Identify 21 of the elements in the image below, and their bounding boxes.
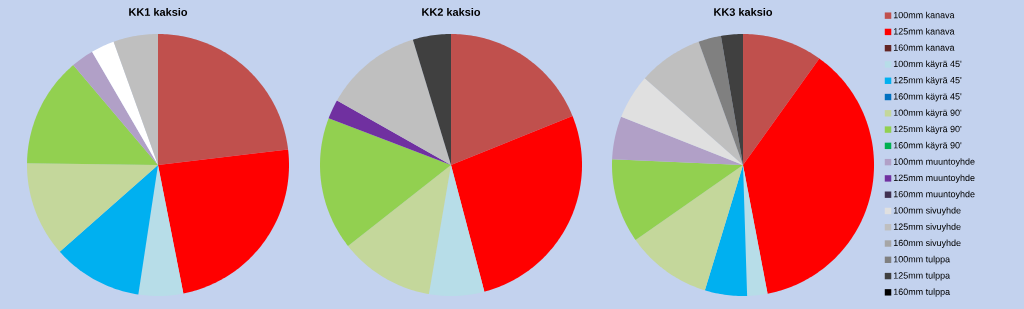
legend-label: 100mm käyrä 90': [893, 109, 962, 118]
legend-label: 125mm muuntoyhde: [893, 174, 975, 183]
legend-label: 160mm käyrä 45': [893, 93, 962, 102]
chart-title: KK3 kaksio: [714, 7, 773, 16]
legend-label: 100mm tulppa: [893, 255, 951, 265]
legend-label: 160mm sivuyhde: [893, 239, 961, 248]
legend-label: 125mm tulppa: [893, 272, 951, 281]
legend-label: 160mm kanava: [893, 44, 955, 51]
legend-label: 100mm sivuyhde: [893, 206, 961, 216]
legend-label: 160mm muuntoyhde: [893, 190, 975, 200]
legend-label: 125mm sivuyhde: [893, 223, 961, 232]
legend-label: 100mm käyrä 45': [893, 60, 962, 69]
legend-label: 160mm käyrä 90': [893, 141, 962, 151]
chart-title: KK1 kaksio: [129, 7, 188, 16]
chart-title: KK2 kaksio: [422, 7, 481, 16]
legend-label: 100mm muuntoyhde: [893, 158, 975, 167]
legend-label: 125mm kanava: [893, 27, 955, 35]
legend-label: 160mm tulppa: [893, 288, 951, 297]
legend-label: 125mm käyrä 45': [893, 76, 962, 86]
legend-label: 125mm käyrä 90': [893, 125, 962, 134]
legend-label: 100mm kanava: [893, 11, 955, 19]
